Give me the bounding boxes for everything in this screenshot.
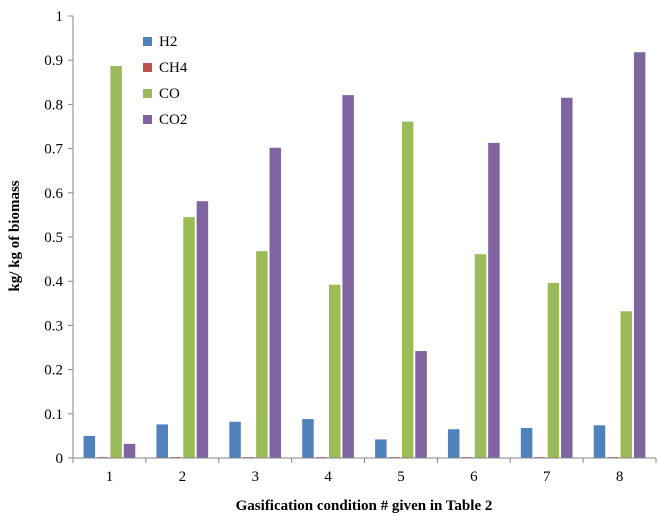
legend: H2 CH4 CO CO2 — [143, 34, 188, 128]
bar-co2-3 — [269, 147, 282, 458]
bar-h2-7 — [520, 427, 533, 458]
bar-co-6 — [474, 254, 487, 458]
y-tick-label: 0.5 — [44, 230, 63, 246]
y-tick-label: 1 — [56, 9, 64, 25]
x-tick-label: 3 — [251, 469, 259, 485]
legend-swatch-co — [143, 89, 152, 98]
bar-h2-6 — [447, 429, 460, 458]
legend-label-co2: CO2 — [159, 112, 187, 128]
y-axis-title: kg/ kg of biomass — [7, 180, 23, 291]
bar-co-8 — [620, 311, 633, 458]
bar-co2-8 — [633, 52, 646, 459]
bar-h2-5 — [375, 439, 387, 458]
bar-h2-8 — [593, 425, 606, 458]
y-tick-label: 0.7 — [44, 142, 63, 158]
y-tick-label: 0.2 — [44, 363, 63, 379]
legend-swatch-ch4 — [143, 63, 152, 72]
y-tick-label: 0.6 — [44, 186, 63, 202]
axes-layer: 0 0.1 0.2 0.3 0.4 0.5 0.6 0.7 0.8 0.9 1 1 2 3 4 5 6 7 8 — [44, 9, 657, 485]
y-tick-label: 0.4 — [44, 274, 63, 290]
bar-co-7 — [547, 282, 560, 458]
bar-h2-4 — [302, 419, 314, 458]
bar-co2-2 — [196, 201, 209, 458]
bar-co2-1 — [123, 443, 136, 458]
x-tick-label: 2 — [179, 469, 187, 485]
legend-swatch-co2 — [143, 115, 152, 124]
legend-swatch-h2 — [143, 37, 152, 46]
bar-co2-5 — [415, 351, 427, 458]
x-tick-label: 8 — [616, 469, 624, 485]
bar-h2-1 — [83, 435, 96, 458]
x-tick-label: 7 — [543, 469, 551, 485]
bar-h2-2 — [156, 424, 168, 458]
legend-label-co: CO — [159, 86, 180, 102]
bar-co2-7 — [561, 97, 573, 459]
bar-co-1 — [110, 65, 122, 458]
x-tick-label: 5 — [397, 469, 405, 485]
bar-co-5 — [401, 121, 414, 458]
y-tick-label: 0.8 — [44, 97, 63, 113]
y-tick-label: 0.3 — [44, 318, 63, 334]
bar-co2-6 — [488, 142, 500, 458]
x-axis-title: Gasification condition # given in Table … — [236, 498, 493, 514]
bar-h2-3 — [229, 421, 241, 458]
y-tick-label: 0 — [56, 451, 64, 467]
bar-co-3 — [256, 251, 268, 458]
bars-layer — [83, 52, 646, 459]
bar-co-4 — [329, 284, 341, 458]
bar-co2-4 — [342, 95, 354, 459]
x-tick-label: 1 — [106, 469, 114, 485]
y-tick-label: 0.1 — [44, 407, 63, 423]
y-tick-label: 0.9 — [44, 53, 63, 69]
legend-label-ch4: CH4 — [159, 60, 188, 76]
legend-label-h2: H2 — [159, 34, 177, 50]
x-tick-label: 4 — [324, 469, 332, 485]
bar-co-2 — [183, 217, 195, 458]
x-tick-label: 6 — [470, 469, 478, 485]
